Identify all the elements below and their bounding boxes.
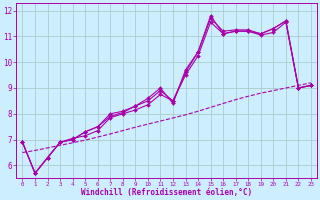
X-axis label: Windchill (Refroidissement éolien,°C): Windchill (Refroidissement éolien,°C) [81, 188, 252, 197]
